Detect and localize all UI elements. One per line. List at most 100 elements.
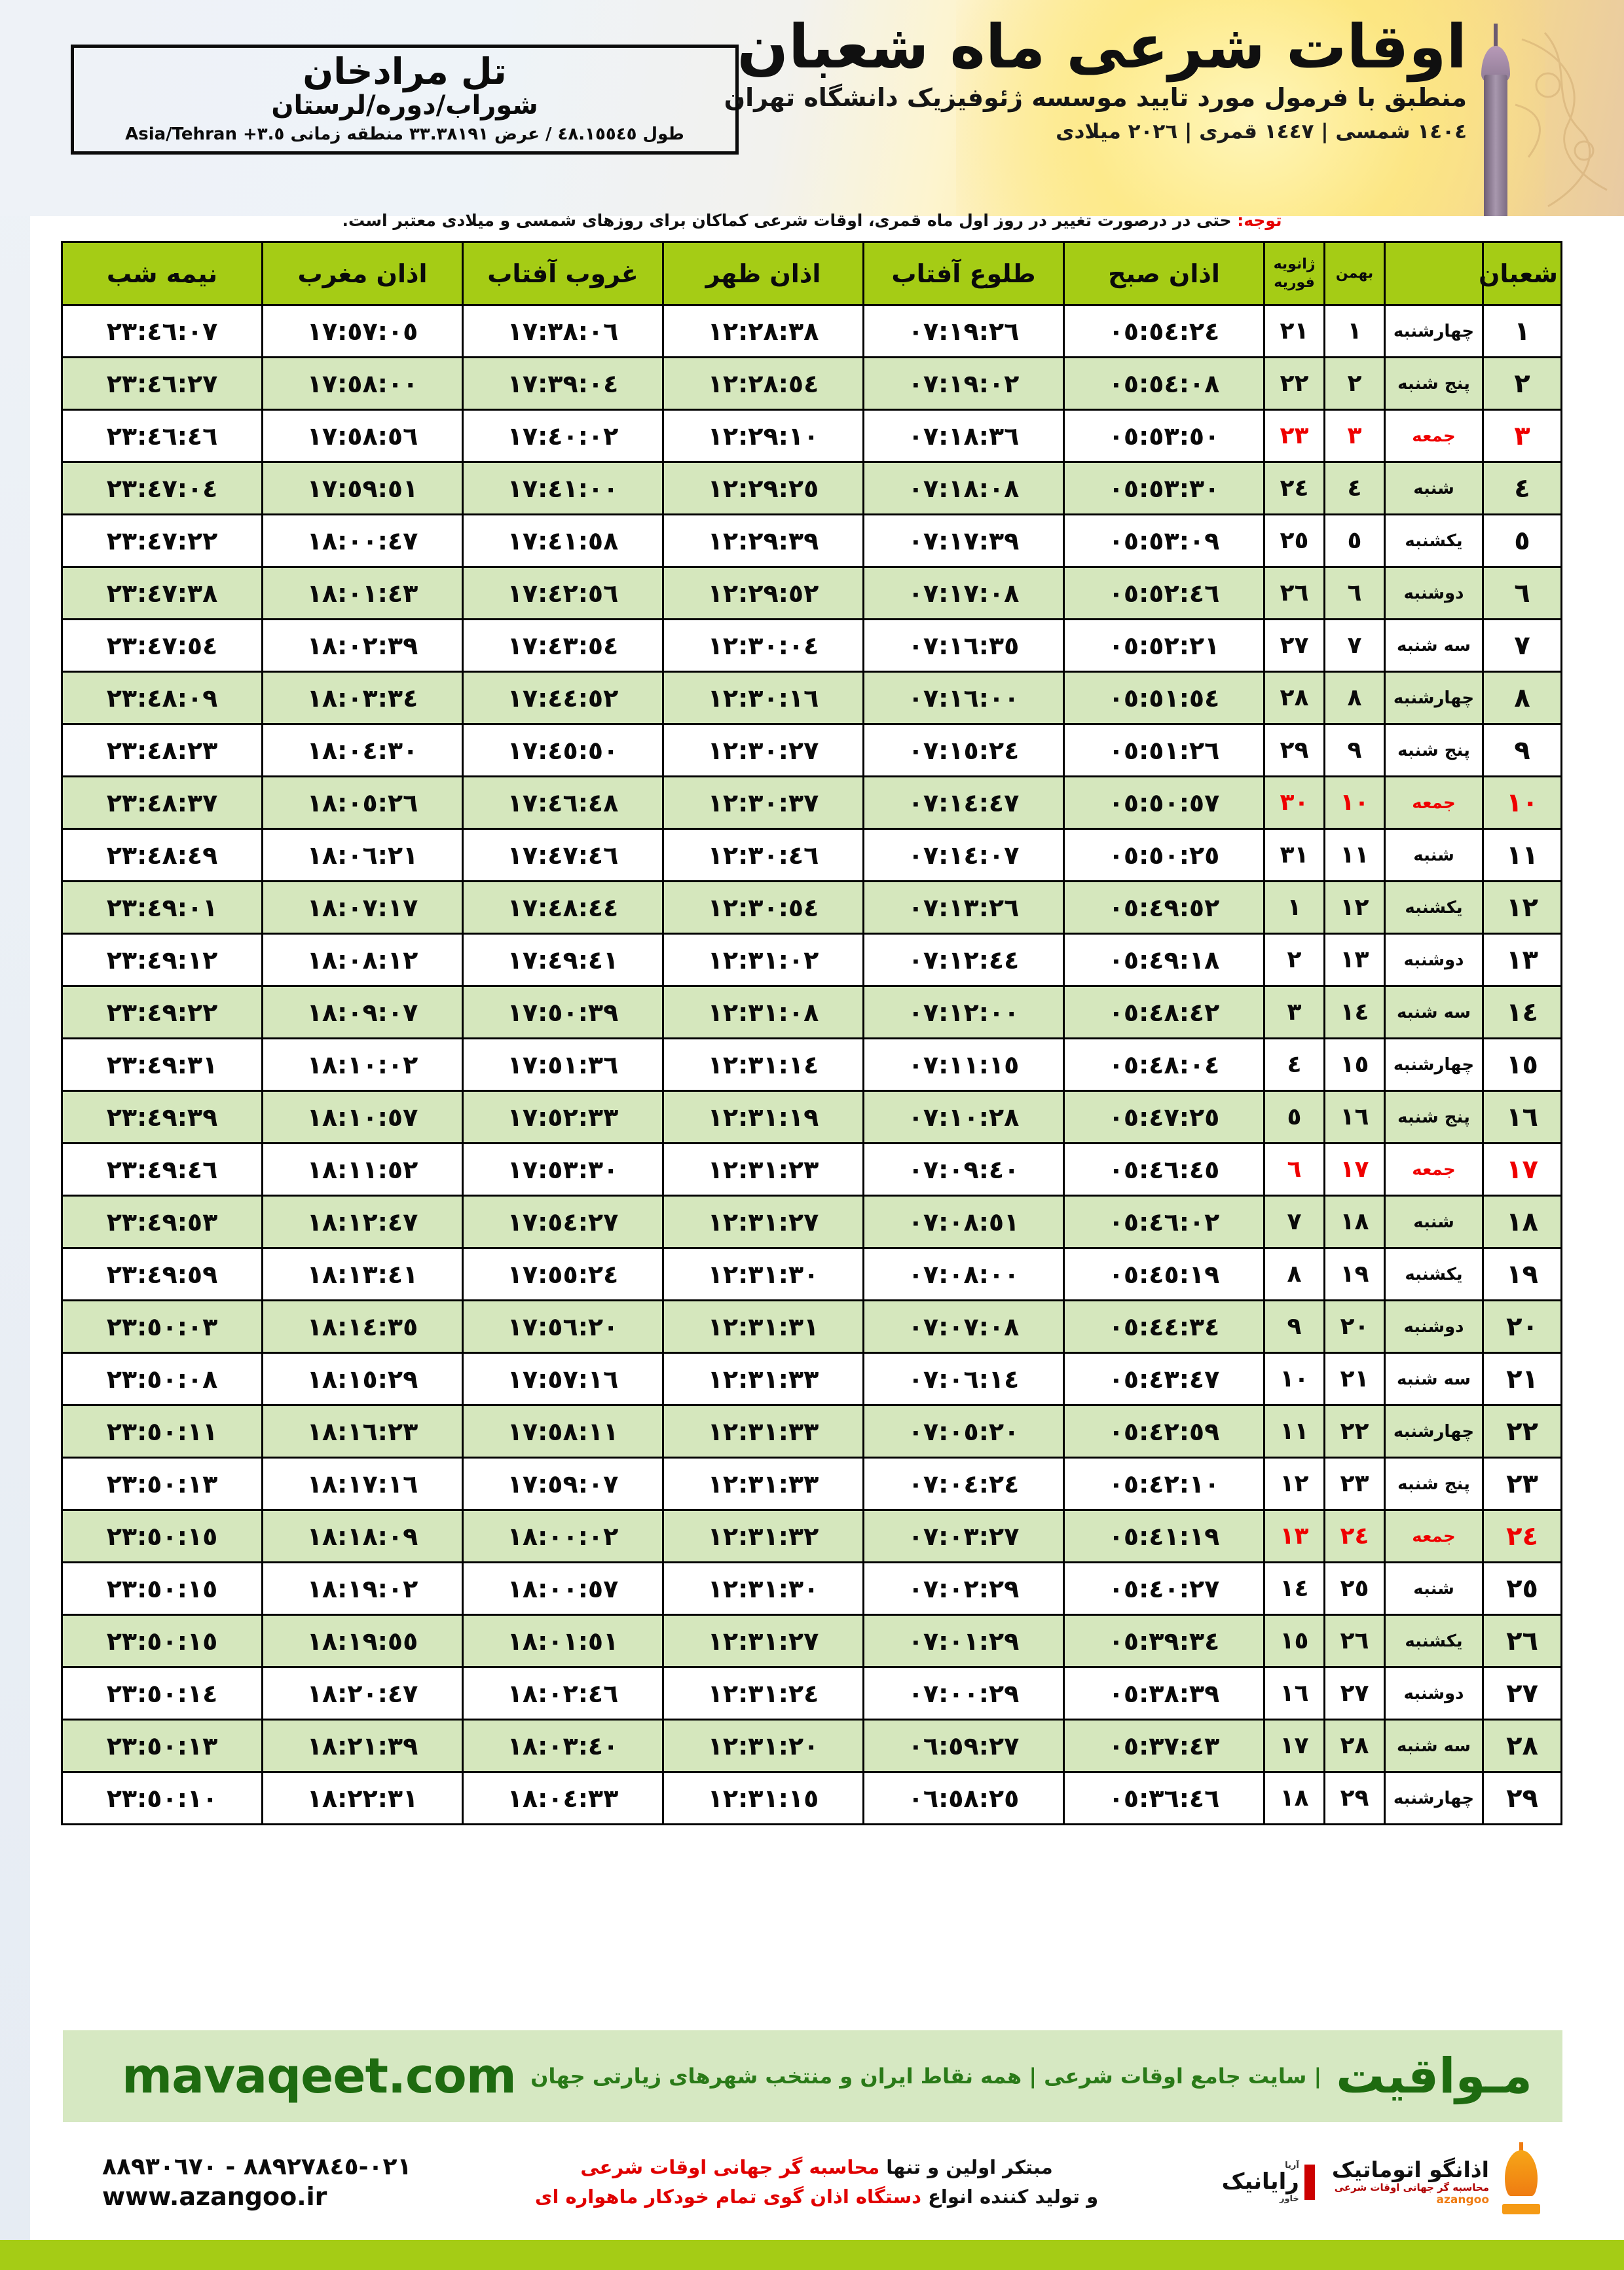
cell-weekday: شنبه	[1384, 828, 1484, 882]
table-row: ١٣ دوشنبه ١٣ ٢ ٠٥:٤٩:١٨ ٠٧:١٢:٤٤ ١٢:٣١:٠٢ ١٧:٤٩…	[61, 933, 1562, 987]
cell-fajr: ٠٥:٤٢:١٠	[1063, 1457, 1265, 1511]
cell-shaban: ٢٤	[1482, 1509, 1562, 1563]
cell-bahman: ١١	[1323, 828, 1386, 882]
page-subtitle: منطبق با فرمول مورد تایید موسسه ژئوفیزیک…	[724, 83, 1467, 113]
cell-dhuhr: ١٢:٢٩:٢٥	[662, 461, 864, 515]
cell-bahman: ٢١	[1323, 1352, 1386, 1406]
cell-sunrise: ٠٧:١٨:٠٨	[862, 461, 1065, 515]
table-row: ١٥ چهارشنبه ١٥ ٤ ٠٥:٤٨:٠٤ ٠٧:١١:١٥ ١٢:٣١:١٤ ١٧:…	[61, 1037, 1562, 1092]
cell-maghrib: ١٨:١٢:٤٧	[261, 1195, 464, 1249]
cell-midnight: ٢٣:٥٠:١١	[61, 1404, 263, 1459]
cell-fajr: ٠٥:٥٠:٥٧	[1063, 775, 1265, 830]
cell-midnight: ٢٣:٥٠:١٠	[61, 1771, 263, 1825]
cell-shaban: ١٥	[1482, 1037, 1562, 1092]
cell-sunset: ١٧:٣٨:٠٦	[462, 304, 664, 358]
cell-dhuhr: ١٢:٣١:١٩	[662, 1090, 864, 1144]
cell-sunset: ١٨:٠٠:٠٢	[462, 1509, 664, 1563]
cell-maghrib: ١٨:٠٤:٣٠	[261, 723, 464, 777]
table-row: ٢٤ جمعه ٢٤ ١٣ ٠٥:٤١:١٩ ٠٧:٠٣:٢٧ ١٢:٣١:٣٢ ١٨:٠٠:…	[61, 1509, 1562, 1563]
cell-midnight: ٢٣:٤٦:٤٦	[61, 409, 263, 463]
cell-fajr: ٠٥:٥٤:٢٤	[1063, 304, 1265, 358]
table-row: ١ چهارشنبه ١ ٢١ ٠٥:٥٤:٢٤ ٠٧:١٩:٢٦ ١٢:٢٨:٣٨ ١٧:٣…	[61, 304, 1562, 358]
cell-shaban: ١١	[1482, 828, 1562, 882]
cell-bahman: ٢٦	[1323, 1614, 1386, 1668]
cell-fajr: ٠٥:٥٣:٥٠	[1063, 409, 1265, 463]
cell-fajr: ٠٥:٥٤:٠٨	[1063, 356, 1265, 411]
cell-maghrib: ١٨:٠٥:٢٦	[261, 775, 464, 830]
cell-shaban: ٧	[1482, 618, 1562, 673]
cell-sunset: ١٧:٤٠:٠٢	[462, 409, 664, 463]
cell-shaban: ١	[1482, 304, 1562, 358]
cell-weekday: جمعه	[1384, 409, 1484, 463]
cell-shaban: ٢٥	[1482, 1561, 1562, 1616]
note-label: توجه:	[1237, 211, 1282, 230]
prayer-times-table: شعبان بهمن ژانویه فوریه اذان صبح طلوع آف…	[61, 241, 1562, 1825]
cell-shaban: ٦	[1482, 566, 1562, 620]
table-row: ٢٧ دوشنبه ٢٧ ١٦ ٠٥:٣٨:٣٩ ٠٧:٠٠:٢٩ ١٢:٣١:٢٤ ١٨:٠…	[61, 1666, 1562, 1721]
table-row: ١٠ جمعه ١٠ ٣٠ ٠٥:٥٠:٥٧ ٠٧:١٤:٤٧ ١٢:٣٠:٣٧ ١٧:٤٦:…	[61, 775, 1562, 830]
cell-sunrise: ٠٧:١٨:٣٦	[862, 409, 1065, 463]
cell-dhuhr: ١٢:٣١:٣١	[662, 1299, 864, 1354]
cell-fajr: ٠٥:٤١:١٩	[1063, 1509, 1265, 1563]
cell-sunset: ١٨:٠٤:٣٣	[462, 1771, 664, 1825]
note-text: حتی در درصورت تغییر در روز اول ماه قمری،…	[342, 211, 1232, 230]
cell-sunrise: ٠٧:١٧:٠٨	[862, 566, 1065, 620]
mavaqeet-url[interactable]: mavaqeet.com	[122, 2048, 517, 2104]
cell-weekday: دوشنبه	[1384, 933, 1484, 987]
cell-fajr: ٠٥:٤٠:٢٧	[1063, 1561, 1265, 1616]
cell-midnight: ٢٣:٤٩:١٢	[61, 933, 263, 987]
cell-maghrib: ١٨:٠٨:١٢	[261, 933, 464, 987]
contact-website[interactable]: www.azangoo.ir	[102, 2182, 327, 2211]
cell-midnight: ٢٣:٤٩:٥٩	[61, 1247, 263, 1301]
slogan-1-red: محاسبه گر جهانی اوقات شرعی	[580, 2156, 880, 2179]
cell-sunrise: ٠٧:١٤:٠٧	[862, 828, 1065, 882]
cell-fajr: ٠٥:٤٨:٤٢	[1063, 985, 1265, 1039]
cell-bahman: ٢٩	[1323, 1771, 1386, 1825]
cell-weekday: سه شنبه	[1384, 985, 1484, 1039]
years-line: ١٤٠٤ شمسی | ١٤٤٧ قمری | ٢٠٢٦ میلادی	[1056, 119, 1467, 143]
slogan-line-1: مبتکر اولین و تنها محاسبه گر جهانی اوقات…	[411, 2153, 1221, 2182]
cell-sunset: ١٧:٤٤:٥٢	[462, 671, 664, 725]
cell-maghrib: ١٨:٠١:٤٣	[261, 566, 464, 620]
cell-weekday: یکشنبه	[1384, 1247, 1484, 1301]
col-header-shaban: شعبان	[1479, 241, 1562, 306]
cell-janfeb: ١٥	[1263, 1614, 1325, 1668]
cell-janfeb: ١٨	[1263, 1771, 1325, 1825]
cell-weekday: چهارشنبه	[1384, 671, 1484, 725]
cell-janfeb: ٢٤	[1263, 461, 1325, 515]
table-row: ٢١ سه شنبه ٢١ ١٠ ٠٥:٤٣:٤٧ ٠٧:٠٦:١٤ ١٢:٣١:٣٣ ١٧:…	[61, 1352, 1562, 1406]
cell-bahman: ٢٣	[1323, 1457, 1386, 1511]
cell-fajr: ٠٥:٥١:٢٦	[1063, 723, 1265, 777]
cell-midnight: ٢٣:٤٩:٥٣	[61, 1195, 263, 1249]
cell-dhuhr: ١٢:٢٨:٥٤	[662, 356, 864, 411]
col-header-sunset: غروب آفتاب	[462, 241, 664, 306]
azangoo-name-fa: اذانگو اتوماتیک	[1331, 2156, 1489, 2182]
col-header-midnight: نیمه شب	[61, 241, 263, 306]
cell-janfeb: ١٧	[1263, 1719, 1325, 1773]
cell-dhuhr: ١٢:٣١:١٤	[662, 1037, 864, 1092]
cell-maghrib: ١٨:١٩:٥٥	[261, 1614, 464, 1668]
cell-dhuhr: ١٢:٣٠:٣٧	[662, 775, 864, 830]
cell-bahman: ١٨	[1323, 1195, 1386, 1249]
cell-maghrib: ١٨:١٥:٢٩	[261, 1352, 464, 1406]
cell-bahman: ٣	[1323, 409, 1386, 463]
cell-sunset: ١٧:٣٩:٠٤	[462, 356, 664, 411]
cell-midnight: ٢٣:٤٦:٠٧	[61, 304, 263, 358]
cell-sunset: ١٧:٥١:٣٦	[462, 1037, 664, 1092]
cell-bahman: ٩	[1323, 723, 1386, 777]
cell-maghrib: ١٨:١٦:٢٣	[261, 1404, 464, 1459]
cell-fajr: ٠٥:٤٢:٥٩	[1063, 1404, 1265, 1459]
cell-bahman: ٢٤	[1323, 1509, 1386, 1563]
cell-janfeb: ١٣	[1263, 1509, 1325, 1563]
table-row: ١٢ یکشنبه ١٢ ١ ٠٥:٤٩:٥٢ ٠٧:١٣:٢٦ ١٢:٣٠:٥٤ ١٧:٤٨…	[61, 880, 1562, 935]
cell-shaban: ٩	[1482, 723, 1562, 777]
cell-maghrib: ١٨:٠٦:٢١	[261, 828, 464, 882]
cell-shaban: ١٣	[1482, 933, 1562, 987]
cell-bahman: ١٠	[1323, 775, 1386, 830]
cell-janfeb: ٦	[1263, 1142, 1325, 1197]
mavaqeet-brand-fa: مـواقیت	[1336, 2048, 1532, 2104]
cell-sunset: ١٧:٤٥:٥٠	[462, 723, 664, 777]
cell-maghrib: ١٨:٢٠:٤٧	[261, 1666, 464, 1721]
cell-sunrise: ٠٧:١٤:٤٧	[862, 775, 1065, 830]
cell-dhuhr: ١٢:٣١:٠٢	[662, 933, 864, 987]
